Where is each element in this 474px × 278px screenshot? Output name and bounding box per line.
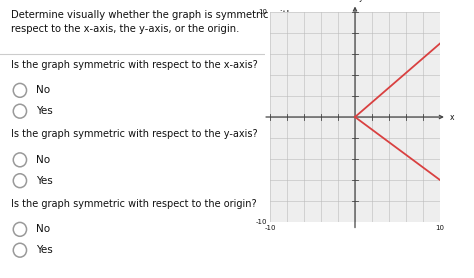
Text: Determine visually whether the graph is symmetric with
respect to the x-axis, th: Determine visually whether the graph is …	[10, 10, 292, 34]
Text: No: No	[36, 224, 50, 234]
Text: Yes: Yes	[36, 245, 53, 255]
Text: Is the graph symmetric with respect to the origin?: Is the graph symmetric with respect to t…	[10, 199, 256, 209]
Text: Yes: Yes	[36, 176, 53, 186]
Text: Yes: Yes	[36, 106, 53, 116]
Text: Is the graph symmetric with respect to the y-axis?: Is the graph symmetric with respect to t…	[10, 129, 257, 139]
Text: No: No	[36, 155, 50, 165]
Text: y: y	[358, 0, 363, 1]
Text: No: No	[36, 85, 50, 95]
Text: Is the graph symmetric with respect to the x-axis?: Is the graph symmetric with respect to t…	[10, 60, 257, 70]
Text: x: x	[450, 113, 455, 121]
